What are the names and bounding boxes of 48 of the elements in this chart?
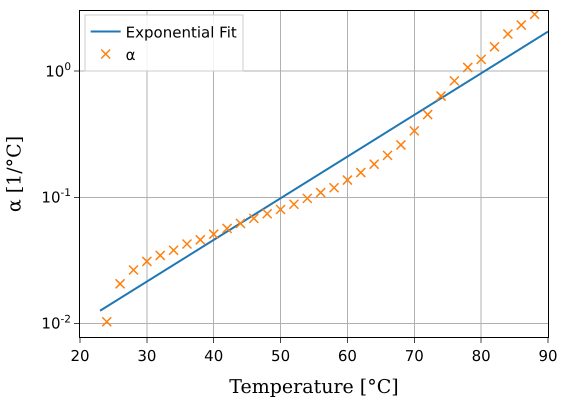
x-tick-label: 70 [404,347,424,365]
point [101,316,112,328]
x-tick-label: 80 [472,347,491,365]
point [262,208,272,220]
point [342,174,353,186]
point [275,204,286,215]
y-tick-label: 10$^{-1}$ [41,187,71,207]
y-axis-title: α [1/°C] [3,136,26,212]
point [396,140,406,150]
point [462,62,474,73]
point [476,54,486,65]
point [222,223,232,234]
y-tick-label: 10$^{-2}$ [41,313,71,333]
point [114,278,126,290]
point [502,28,514,40]
legend-label: α [126,46,136,64]
point [315,187,326,198]
point [368,158,380,170]
point [409,126,420,136]
point [168,245,179,256]
point [288,199,300,210]
point [516,20,527,30]
point [489,42,500,52]
point [529,11,540,20]
x-tick-label: 50 [271,347,290,365]
point [422,109,433,120]
x-tick-label: 60 [338,347,357,365]
point [302,193,313,204]
point [382,150,393,161]
point [235,218,246,229]
point [182,238,192,250]
legend-label: Exponential Fit [126,23,237,42]
point [328,182,340,193]
point [436,90,446,102]
y-tick-label: 10$^{0}$ [45,61,71,80]
point [195,234,206,246]
point [208,228,219,240]
point [128,264,139,276]
point [248,213,260,224]
x-axis-title: Temperature [°C] [229,376,399,398]
x-tick-label: 40 [204,347,224,365]
x-tick-label: 20 [70,347,90,365]
x-tick-label: 30 [137,347,156,365]
point [142,256,152,267]
point [356,167,366,178]
point [154,250,166,261]
x-tick-label: 90 [538,347,558,365]
point [449,76,460,86]
